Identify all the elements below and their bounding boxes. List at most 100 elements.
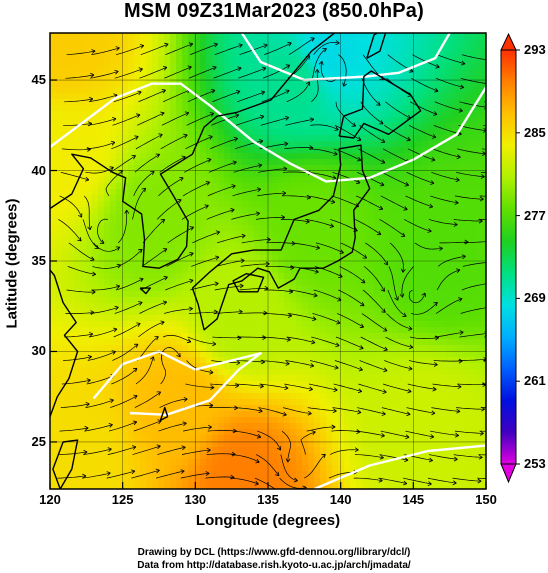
field-cell <box>92 327 99 334</box>
field-cell <box>110 207 117 214</box>
field-cell <box>134 243 141 250</box>
field-cell <box>206 285 213 292</box>
field-cell <box>164 75 171 82</box>
field-cell <box>368 177 375 184</box>
field-cell <box>362 57 369 64</box>
field-cell <box>200 123 207 130</box>
field-cell <box>398 111 405 118</box>
field-cell <box>350 411 357 418</box>
field-cell <box>332 273 339 280</box>
field-cell <box>326 231 333 238</box>
field-cell <box>392 303 399 310</box>
field-cell <box>122 321 129 328</box>
field-cell <box>218 63 225 70</box>
field-cell <box>206 159 213 166</box>
field-cell <box>434 69 441 76</box>
field-cell <box>374 297 381 304</box>
field-cell <box>482 45 486 52</box>
field-cell <box>452 225 459 232</box>
field-cell <box>260 69 267 76</box>
field-cell <box>380 243 387 250</box>
field-cell <box>218 189 225 196</box>
field-cell <box>272 339 279 346</box>
field-cell <box>428 375 435 382</box>
field-cell <box>194 195 201 202</box>
field-cell <box>254 387 261 394</box>
field-cell <box>440 393 447 400</box>
field-cell <box>200 165 207 172</box>
field-cell <box>80 111 87 118</box>
field-cell <box>422 429 429 436</box>
field-cell <box>242 105 249 112</box>
field-cell <box>404 363 411 370</box>
field-cell <box>416 417 423 424</box>
field-cell <box>194 291 201 298</box>
field-cell <box>86 87 93 94</box>
field-cell <box>284 201 291 208</box>
field-cell <box>128 177 135 184</box>
field-cell <box>362 225 369 232</box>
field-cell <box>92 249 99 256</box>
field-cell <box>470 315 477 322</box>
field-cell <box>404 303 411 310</box>
field-cell <box>434 111 441 118</box>
field-cell <box>188 321 195 328</box>
field-cell <box>56 117 63 124</box>
field-cell <box>428 405 435 412</box>
field-cell <box>140 45 147 52</box>
field-cell <box>242 165 249 172</box>
field-cell <box>284 57 291 64</box>
field-cell <box>362 231 369 238</box>
field-cell <box>278 243 285 250</box>
field-cell <box>116 279 123 286</box>
field-cell <box>254 411 261 418</box>
field-cell <box>182 123 189 130</box>
field-cell <box>404 375 411 382</box>
field-cell <box>170 417 177 424</box>
field-cell <box>380 45 387 52</box>
field-cell <box>392 393 399 400</box>
field-cell <box>392 237 399 244</box>
field-cell <box>140 297 147 304</box>
field-cell <box>194 129 201 136</box>
field-cell <box>416 369 423 376</box>
field-cell <box>386 321 393 328</box>
field-cell <box>470 33 477 40</box>
field-cell <box>98 123 105 130</box>
field-cell <box>392 141 399 148</box>
field-cell <box>74 411 81 418</box>
field-cell <box>290 111 297 118</box>
field-cell <box>104 213 111 220</box>
field-cell <box>260 435 267 442</box>
field-cell <box>290 225 297 232</box>
field-cell <box>50 285 57 292</box>
field-cell <box>464 339 471 346</box>
field-cell <box>308 165 315 172</box>
field-cell <box>92 45 99 52</box>
field-cell <box>206 165 213 172</box>
field-cell <box>152 57 159 64</box>
field-cell <box>464 51 471 58</box>
field-cell <box>242 267 249 274</box>
field-cell <box>344 45 351 52</box>
field-cell <box>188 441 195 448</box>
field-cell <box>344 249 351 256</box>
field-cell <box>278 45 285 52</box>
field-cell <box>374 225 381 232</box>
field-cell <box>86 201 93 208</box>
field-cell <box>350 357 357 364</box>
field-cell <box>128 147 135 154</box>
field-cell <box>404 207 411 214</box>
field-cell <box>182 369 189 376</box>
field-cell <box>110 177 117 184</box>
field-cell <box>218 99 225 106</box>
field-cell <box>176 303 183 310</box>
field-cell <box>284 327 291 334</box>
field-cell <box>398 87 405 94</box>
field-cell <box>416 75 423 82</box>
field-cell <box>236 231 243 238</box>
field-cell <box>458 141 465 148</box>
field-cell <box>68 273 75 280</box>
field-cell <box>452 75 459 82</box>
field-cell <box>170 225 177 232</box>
